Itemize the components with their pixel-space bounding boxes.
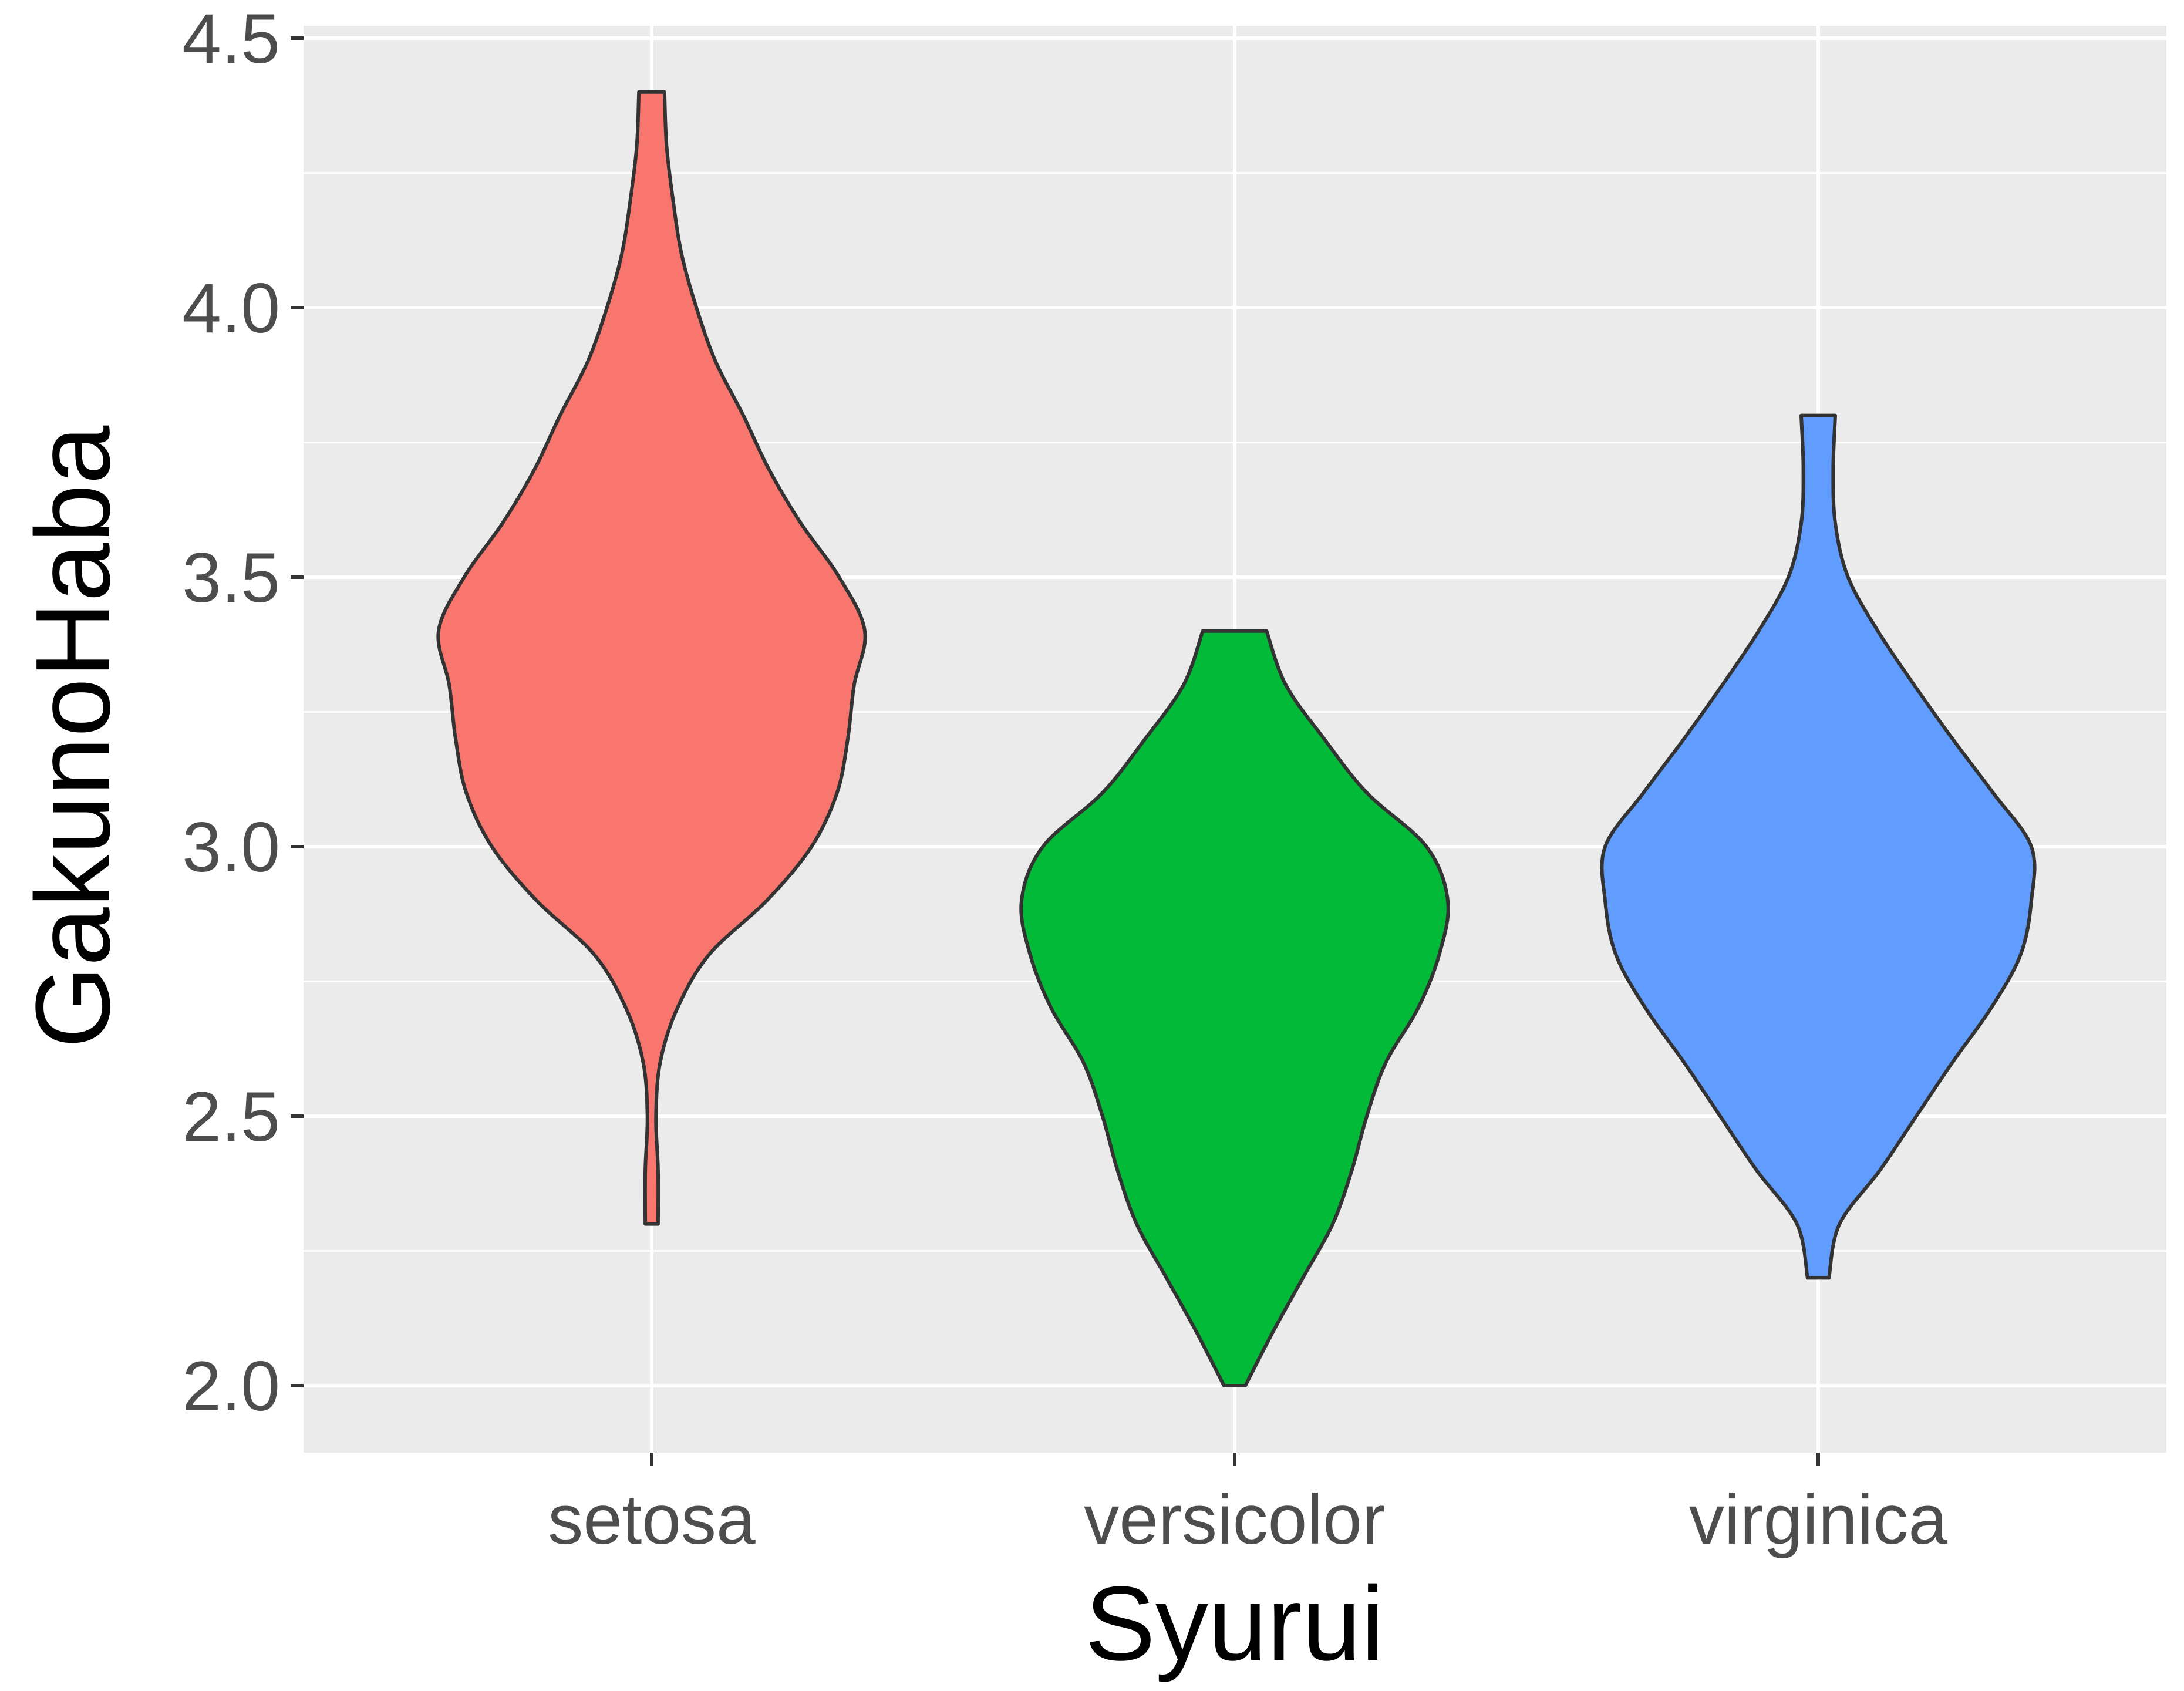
y-tick-label: 3.0: [182, 808, 280, 887]
violin-setosa: [436, 90, 867, 1226]
x-tick-label-virginica: virginica: [1689, 1480, 1947, 1559]
x-axis-title: Syurui: [1085, 1565, 1384, 1683]
x-tick-label-versicolor: versicolor: [1084, 1480, 1385, 1559]
y-tick-label: 4.0: [182, 269, 280, 348]
x-axis: setosa versicolor virginica: [548, 1453, 1947, 1559]
y-axis: 2.0 2.5 3.0 3.5 4.0 4.5: [182, 0, 304, 1426]
x-tick-label-setosa: setosa: [548, 1480, 756, 1559]
y-tick-label: 2.5: [182, 1077, 280, 1156]
y-tick-label: 3.5: [182, 538, 280, 617]
y-axis-title: GakunoHaba: [14, 425, 132, 1049]
violin-versicolor: [1019, 629, 1450, 1387]
y-tick-label: 4.5: [182, 0, 280, 78]
violin-virginica: [1600, 413, 2037, 1280]
violins: [436, 90, 2037, 1387]
y-tick-label: 2.0: [182, 1347, 280, 1426]
